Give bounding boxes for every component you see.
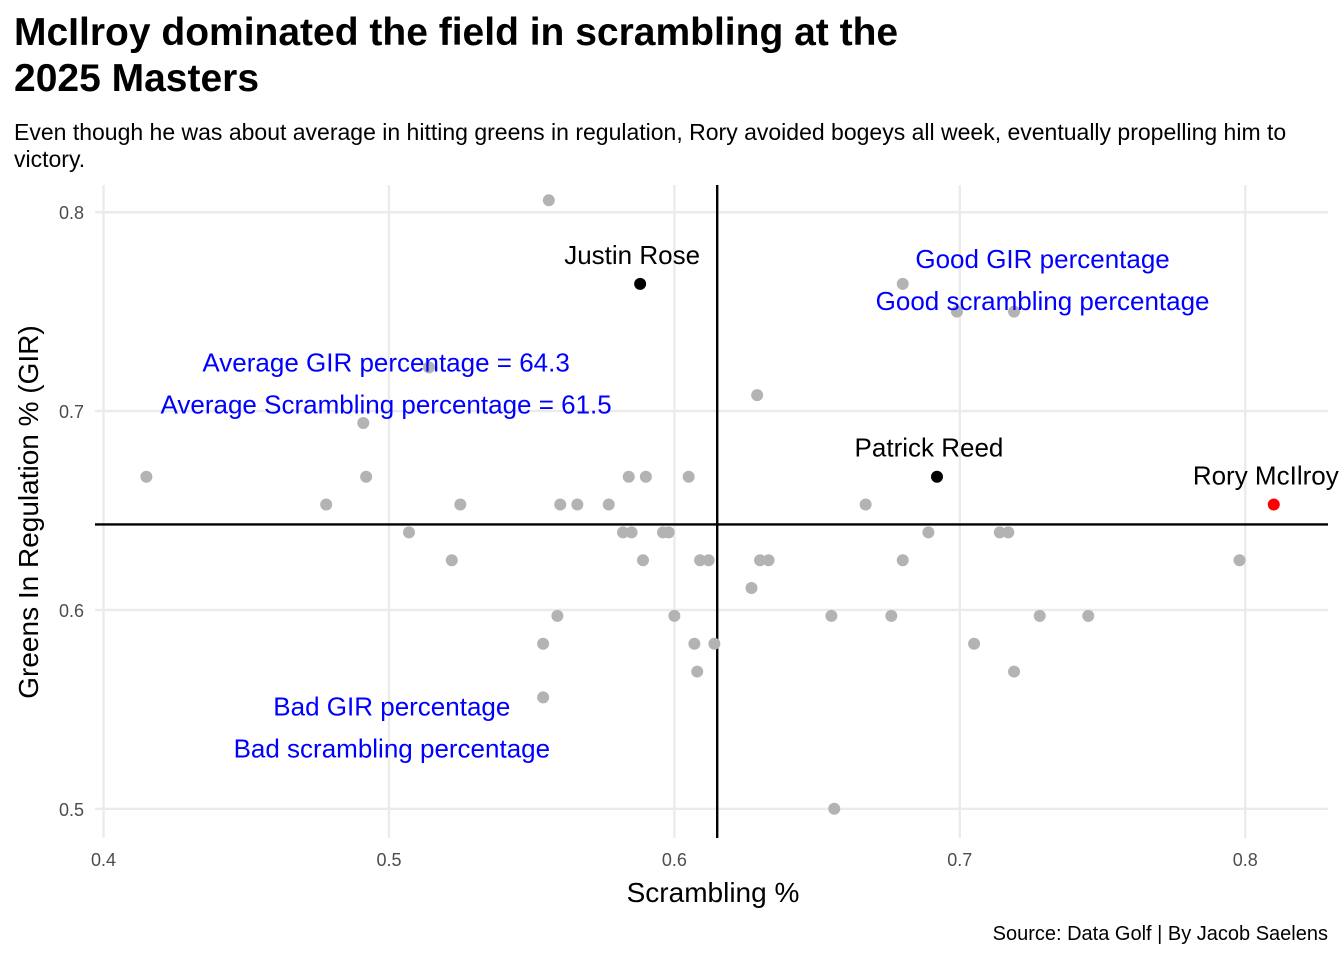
player-point [1082,609,1095,622]
player-point [896,277,909,290]
player-point [622,470,635,483]
player-point [968,637,981,650]
y-tick-label: 0.6 [59,601,84,621]
player-point [896,554,909,567]
player-point [751,389,764,402]
player-point [922,526,935,539]
player-point [454,498,467,511]
chart-caption: Source: Data Golf | By Jacob Saelens [992,923,1328,945]
player-point [691,665,704,678]
player-point [639,470,652,483]
y-tick-label: 0.5 [59,800,84,820]
player-point [617,526,630,539]
player-point [140,470,153,483]
player-label: Justin Rose [564,240,700,270]
player-label: Rory McIlroy [1193,461,1339,491]
player-point [537,691,550,704]
player-point [885,609,898,622]
player-label: Patrick Reed [855,433,1004,463]
quadrant-annotation: Average Scrambling percentage = 61.5 [161,389,612,419]
player-point [1233,554,1246,567]
y-tick-label: 0.8 [59,203,84,223]
player-point [993,526,1006,539]
quadrant-annotation: Bad GIR percentage [273,691,510,721]
player-point [950,305,963,318]
player-point [554,498,567,511]
highlighted-player-point [634,277,647,290]
player-point [1008,305,1021,318]
player-point [320,498,333,511]
chart-subtitle: Even though he was about average in hitt… [14,119,1287,172]
player-point [745,582,758,595]
player-point [422,361,435,374]
x-tick-label: 0.7 [947,850,972,870]
player-point [668,609,681,622]
player-point [445,554,458,567]
highlighted-player-point [930,470,943,483]
x-axis-title: Scrambling % [627,877,800,908]
chart-title: McIlroy dominated the field in scramblin… [14,11,899,100]
player-point [602,498,615,511]
player-point [402,526,415,539]
x-tick-label: 0.5 [376,850,401,870]
x-tick-label: 0.8 [1233,850,1258,870]
player-point [360,470,373,483]
player-point [754,554,767,567]
x-tick-label: 0.6 [662,850,687,870]
highlighted-player-point [1267,498,1280,511]
player-point [688,637,701,650]
player-point [1008,665,1021,678]
player-point [859,498,872,511]
player-point [825,609,838,622]
x-tick-label: 0.4 [91,850,116,870]
player-point [1002,526,1015,539]
quadrant-annotation: Bad scrambling percentage [234,733,551,763]
player-point [682,470,695,483]
y-axis-title: Greens In Regulation % (GIR) [13,325,44,699]
quadrant-annotation: Average GIR percentage = 64.3 [202,347,569,377]
player-point [537,637,550,650]
player-point [662,526,675,539]
player-point [694,554,707,567]
player-point [708,637,721,650]
player-point [625,526,638,539]
player-point [551,609,564,622]
player-point [637,554,649,567]
y-tick-label: 0.7 [59,402,84,422]
player-point [542,194,555,207]
quadrant-annotation: Good GIR percentage [915,244,1169,274]
player-point [828,802,841,815]
quadrant-annotation: Good scrambling percentage [876,286,1210,316]
player-point [571,498,584,511]
player-point [702,554,715,567]
player-point [1033,609,1046,622]
player-point [357,417,370,430]
player-point [762,554,775,567]
